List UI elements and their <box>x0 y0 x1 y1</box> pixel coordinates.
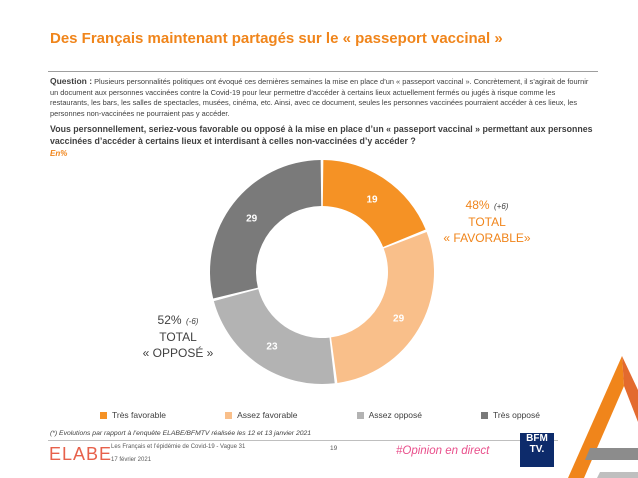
unit-label: En% <box>50 149 68 158</box>
bfmtv-logo-line1: BFM <box>526 433 548 444</box>
legend-item-0: Très favorable <box>100 410 166 420</box>
legend-swatch-0 <box>100 411 107 419</box>
donut-value-label-0: 19 <box>366 194 378 205</box>
footnote: (*) Evolutions par rapport à l’enquête E… <box>50 430 312 437</box>
page-number: 19 <box>330 445 338 452</box>
legend-item-3: Très opposé <box>481 410 540 420</box>
total-favorable-label-2: « FAVORABLE» <box>443 231 531 245</box>
decorative-triangle-icon <box>568 356 638 478</box>
legend-swatch-1 <box>225 411 233 419</box>
donut-value-label-1: 29 <box>393 313 405 324</box>
legend-item-2: Assez opposé <box>356 410 422 420</box>
question-label: Question : <box>50 76 93 86</box>
legend-label-0: Très favorable <box>112 410 167 420</box>
legend-label-2: Assez opposé <box>368 410 422 420</box>
total-oppose-label-2: « OPPOSÉ » <box>142 346 214 360</box>
legend-label-3: Très opposé <box>493 410 540 420</box>
total-favorable-delta: (+6) <box>494 202 509 211</box>
bfmtv-logo-line2: TV. <box>529 444 545 455</box>
total-oppose-pct: 52% <box>157 313 182 327</box>
legend-label-1: Assez favorable <box>237 410 298 420</box>
donut-value-label-2: 23 <box>266 342 278 353</box>
legend-swatch-2 <box>356 411 364 419</box>
total-oppose-label: TOTAL <box>159 330 197 344</box>
question-bold: Vous personnellement, seriez-vous favora… <box>50 124 593 146</box>
page-title: Des Français maintenant partagés sur le … <box>50 30 503 47</box>
question-text: Plusieurs personnalités politiques ont é… <box>50 77 589 118</box>
legend-item-1: Assez favorable <box>225 410 298 420</box>
total-oppose: 52% (-6) TOTAL « OPPOSÉ » <box>128 311 228 361</box>
total-favorable-pct: 48% <box>465 198 490 212</box>
question-block: Question : Plusieurs personnalités polit… <box>50 76 595 119</box>
donut-slice-3 <box>209 160 322 299</box>
hashtag: #Opinion en direct <box>396 445 490 457</box>
donut-slice-1 <box>331 232 435 383</box>
total-oppose-delta: (-6) <box>186 317 199 326</box>
elabe-logo: ELABE <box>49 444 113 464</box>
chart-legend: Très favorable Assez favorable Assez oppos… <box>100 410 540 420</box>
bfmtv-logo: BFM TV. <box>520 433 554 467</box>
survey-date: 17 février 2021 <box>111 457 152 463</box>
title-divider <box>48 71 598 72</box>
donut-slice-0 <box>322 160 426 247</box>
total-favorable-label: TOTAL <box>468 215 506 229</box>
footer-divider <box>48 440 558 441</box>
donut-value-label-3: 29 <box>246 213 258 224</box>
total-favorable: 48% (+6) TOTAL « FAVORABLE» <box>437 196 537 246</box>
survey-name: Les Français et l’épidémie de Covid-19 -… <box>111 444 246 450</box>
legend-swatch-3 <box>481 411 489 419</box>
donut-slice-2 <box>213 289 335 384</box>
